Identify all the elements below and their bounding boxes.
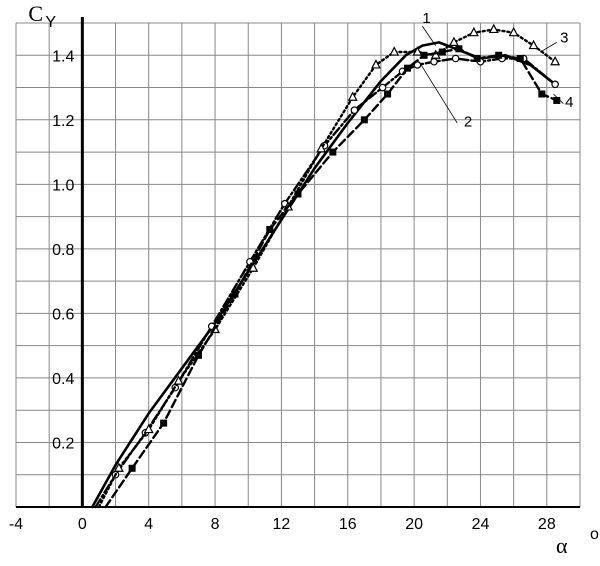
data-point xyxy=(173,375,184,385)
data-point xyxy=(231,290,239,298)
x-tick-label: -4 xyxy=(9,516,23,533)
y-tick-label: 0.6 xyxy=(52,306,74,323)
series-line-1 xyxy=(91,41,557,509)
data-point xyxy=(384,90,392,98)
x-tick-label: 20 xyxy=(405,516,423,533)
series-line-4 xyxy=(104,47,558,509)
data-point xyxy=(143,423,154,434)
curve-leader-line xyxy=(539,42,557,53)
data-point xyxy=(528,39,539,50)
y-tick-label: 0.2 xyxy=(52,435,74,452)
data-point xyxy=(316,143,327,153)
data-point xyxy=(495,51,503,59)
data-point xyxy=(128,464,136,472)
x-tick-label: 8 xyxy=(211,516,220,533)
curve-leader-line xyxy=(422,26,437,46)
data-point xyxy=(420,51,428,59)
data-point xyxy=(438,48,446,56)
series-4 xyxy=(104,45,561,509)
y-tick-label: 1.4 xyxy=(52,48,74,65)
x-tick-label: 12 xyxy=(273,516,291,533)
series-line-3 xyxy=(97,28,557,509)
data-point xyxy=(448,36,459,46)
curve-leader-line xyxy=(553,93,564,104)
data-point xyxy=(266,226,274,234)
series-line-2 xyxy=(94,57,557,509)
y-tick-label: 1.0 xyxy=(52,177,74,194)
data-point xyxy=(347,91,358,101)
data-point xyxy=(294,190,302,198)
data-point xyxy=(516,54,524,62)
y-axis-label: C xyxy=(28,1,43,26)
data-point xyxy=(194,351,202,359)
grid xyxy=(15,22,581,508)
data-point xyxy=(551,80,559,89)
y-tick-label: 0.8 xyxy=(52,242,74,259)
series-1 xyxy=(91,41,557,509)
data-point xyxy=(455,45,463,53)
data-point xyxy=(488,23,499,34)
x-axis-label: α xyxy=(556,533,568,558)
data-point xyxy=(329,148,337,156)
data-point xyxy=(550,55,561,66)
x-axis-label-superscript: o xyxy=(590,526,599,543)
data-point xyxy=(350,106,359,114)
y-axis-label-subscript: Y xyxy=(45,14,56,31)
labels: 0.20.40.60.81.01.21.4-4 0 4 8 12 16 20 24 28C Yα o… xyxy=(9,1,599,558)
data-point xyxy=(370,59,381,69)
axes xyxy=(16,17,580,508)
data-point xyxy=(389,46,400,56)
data-point xyxy=(451,54,460,63)
data-point xyxy=(508,26,519,37)
data-point xyxy=(473,54,481,62)
data-point xyxy=(403,64,411,72)
series-group xyxy=(91,23,561,509)
data-point xyxy=(248,262,259,272)
data-point xyxy=(412,46,423,56)
x-tick-label: 24 xyxy=(472,516,490,533)
data-point xyxy=(430,57,438,66)
curve-label-3: 3 xyxy=(560,29,568,46)
series-3 xyxy=(97,23,561,509)
y-tick-label: 0.4 xyxy=(52,371,74,388)
data-point xyxy=(538,90,546,98)
data-point xyxy=(378,83,387,92)
data-point xyxy=(553,96,561,104)
curve-label-1: 1 xyxy=(422,10,430,27)
x-tick-label: 0 xyxy=(78,516,87,533)
y-tick-label: 1.2 xyxy=(52,113,74,130)
curve-label-4: 4 xyxy=(565,94,573,111)
curve-leader-line xyxy=(418,61,458,124)
data-point xyxy=(160,419,168,427)
x-tick-label: 28 xyxy=(538,516,556,533)
curve-label-2: 2 xyxy=(464,113,472,130)
data-point xyxy=(113,462,124,472)
data-point xyxy=(468,26,479,37)
x-tick-label: 4 xyxy=(144,516,153,533)
data-point xyxy=(360,116,368,124)
x-tick-label: 16 xyxy=(339,516,357,533)
